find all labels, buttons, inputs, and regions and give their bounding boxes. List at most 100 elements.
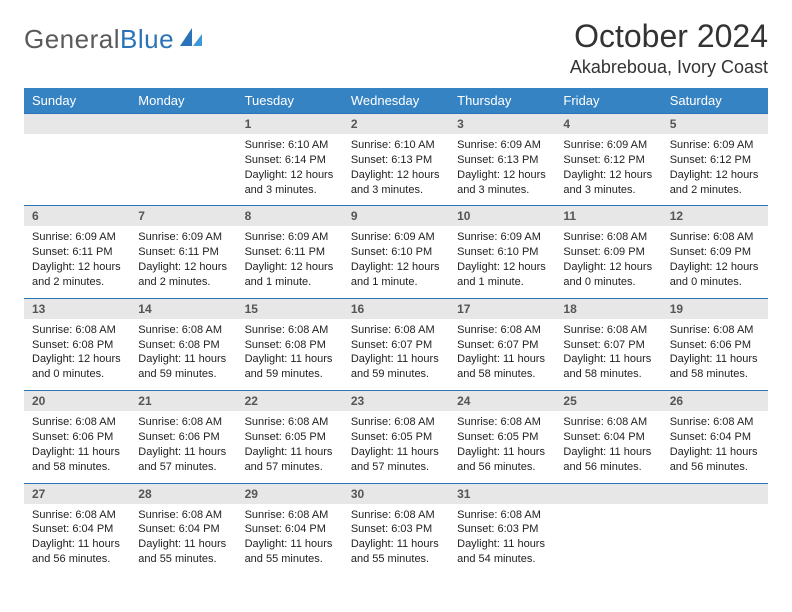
header: GeneralBlue October 2024 Akabreboua, Ivo… (24, 18, 768, 78)
day-details: Sunrise: 6:08 AMSunset: 6:04 PMDaylight:… (237, 504, 343, 575)
week-row: 13Sunrise: 6:08 AMSunset: 6:08 PMDayligh… (24, 298, 768, 390)
day-number: 3 (449, 113, 555, 134)
calendar-body: ....1Sunrise: 6:10 AMSunset: 6:14 PMDayl… (24, 113, 768, 575)
day-details: Sunrise: 6:09 AMSunset: 6:12 PMDaylight:… (662, 134, 768, 205)
sunset-text: Sunset: 6:14 PM (245, 153, 335, 168)
day-cell: 14Sunrise: 6:08 AMSunset: 6:08 PMDayligh… (130, 298, 236, 390)
brand-logo: GeneralBlue (24, 24, 204, 55)
sunrise-text: Sunrise: 6:08 AM (457, 415, 547, 430)
sunset-text: Sunset: 6:04 PM (138, 522, 228, 537)
sunrise-text: Sunrise: 6:09 AM (457, 138, 547, 153)
day-cell: 15Sunrise: 6:08 AMSunset: 6:08 PMDayligh… (237, 298, 343, 390)
daylight-text: Daylight: 12 hours and 1 minute. (457, 260, 547, 290)
daylight-text: Daylight: 11 hours and 56 minutes. (670, 445, 760, 475)
day-number: . (555, 483, 661, 504)
sunrise-text: Sunrise: 6:08 AM (245, 508, 335, 523)
day-number: . (24, 113, 130, 134)
sunset-text: Sunset: 6:12 PM (563, 153, 653, 168)
day-number: 13 (24, 298, 130, 319)
sunset-text: Sunset: 6:03 PM (457, 522, 547, 537)
sunset-text: Sunset: 6:11 PM (138, 245, 228, 260)
daylight-text: Daylight: 11 hours and 58 minutes. (563, 352, 653, 382)
sunrise-text: Sunrise: 6:08 AM (138, 323, 228, 338)
day-details: Sunrise: 6:08 AMSunset: 6:03 PMDaylight:… (343, 504, 449, 575)
daylight-text: Daylight: 11 hours and 57 minutes. (351, 445, 441, 475)
sunrise-text: Sunrise: 6:08 AM (457, 323, 547, 338)
day-number: 4 (555, 113, 661, 134)
daylight-text: Daylight: 12 hours and 3 minutes. (457, 168, 547, 198)
day-details: Sunrise: 6:08 AMSunset: 6:05 PMDaylight:… (343, 411, 449, 482)
day-cell: 11Sunrise: 6:08 AMSunset: 6:09 PMDayligh… (555, 205, 661, 297)
daylight-text: Daylight: 12 hours and 2 minutes. (138, 260, 228, 290)
day-cell: 12Sunrise: 6:08 AMSunset: 6:09 PMDayligh… (662, 205, 768, 297)
day-cell: 20Sunrise: 6:08 AMSunset: 6:06 PMDayligh… (24, 390, 130, 482)
sunset-text: Sunset: 6:08 PM (245, 338, 335, 353)
daylight-text: Daylight: 11 hours and 55 minutes. (138, 537, 228, 567)
day-number: 1 (237, 113, 343, 134)
dayhead-wed: Wednesday (343, 88, 449, 113)
day-header-row: Sunday Monday Tuesday Wednesday Thursday… (24, 88, 768, 113)
daylight-text: Daylight: 12 hours and 1 minute. (351, 260, 441, 290)
dayhead-sun: Sunday (24, 88, 130, 113)
day-details: Sunrise: 6:09 AMSunset: 6:11 PMDaylight:… (130, 226, 236, 297)
day-number: 29 (237, 483, 343, 504)
day-details: Sunrise: 6:08 AMSunset: 6:09 PMDaylight:… (555, 226, 661, 297)
week-row: 6Sunrise: 6:09 AMSunset: 6:11 PMDaylight… (24, 205, 768, 297)
daylight-text: Daylight: 12 hours and 0 minutes. (32, 352, 122, 382)
daylight-text: Daylight: 12 hours and 0 minutes. (670, 260, 760, 290)
sunrise-text: Sunrise: 6:09 AM (457, 230, 547, 245)
day-number: 30 (343, 483, 449, 504)
day-cell: 1Sunrise: 6:10 AMSunset: 6:14 PMDaylight… (237, 113, 343, 205)
day-cell: .. (662, 483, 768, 575)
sunrise-text: Sunrise: 6:08 AM (670, 415, 760, 430)
day-number: 28 (130, 483, 236, 504)
day-details: Sunrise: 6:09 AMSunset: 6:12 PMDaylight:… (555, 134, 661, 205)
day-cell: 26Sunrise: 6:08 AMSunset: 6:04 PMDayligh… (662, 390, 768, 482)
sunrise-text: Sunrise: 6:08 AM (32, 508, 122, 523)
day-number: 8 (237, 205, 343, 226)
sunset-text: Sunset: 6:04 PM (670, 430, 760, 445)
sunset-text: Sunset: 6:07 PM (563, 338, 653, 353)
day-number: 15 (237, 298, 343, 319)
week-row: 20Sunrise: 6:08 AMSunset: 6:06 PMDayligh… (24, 390, 768, 482)
day-number: 14 (130, 298, 236, 319)
day-details: Sunrise: 6:09 AMSunset: 6:11 PMDaylight:… (24, 226, 130, 297)
sunset-text: Sunset: 6:07 PM (457, 338, 547, 353)
daylight-text: Daylight: 12 hours and 3 minutes. (245, 168, 335, 198)
title-block: October 2024 Akabreboua, Ivory Coast (570, 18, 768, 78)
daylight-text: Daylight: 11 hours and 57 minutes. (138, 445, 228, 475)
day-details: Sunrise: 6:09 AMSunset: 6:13 PMDaylight:… (449, 134, 555, 205)
day-details: Sunrise: 6:08 AMSunset: 6:05 PMDaylight:… (449, 411, 555, 482)
day-cell: 10Sunrise: 6:09 AMSunset: 6:10 PMDayligh… (449, 205, 555, 297)
sunset-text: Sunset: 6:04 PM (563, 430, 653, 445)
week-row: ....1Sunrise: 6:10 AMSunset: 6:14 PMDayl… (24, 113, 768, 205)
day-number: 2 (343, 113, 449, 134)
sunrise-text: Sunrise: 6:10 AM (245, 138, 335, 153)
daylight-text: Daylight: 11 hours and 56 minutes. (457, 445, 547, 475)
daylight-text: Daylight: 11 hours and 59 minutes. (138, 352, 228, 382)
calendar-page: GeneralBlue October 2024 Akabreboua, Ivo… (0, 0, 792, 612)
day-cell: 22Sunrise: 6:08 AMSunset: 6:05 PMDayligh… (237, 390, 343, 482)
sunrise-text: Sunrise: 6:08 AM (32, 323, 122, 338)
sunset-text: Sunset: 6:09 PM (670, 245, 760, 260)
month-title: October 2024 (570, 18, 768, 55)
sunrise-text: Sunrise: 6:08 AM (138, 415, 228, 430)
sunrise-text: Sunrise: 6:08 AM (245, 415, 335, 430)
sunset-text: Sunset: 6:10 PM (457, 245, 547, 260)
day-number: 17 (449, 298, 555, 319)
week-row: 27Sunrise: 6:08 AMSunset: 6:04 PMDayligh… (24, 483, 768, 575)
day-cell: 4Sunrise: 6:09 AMSunset: 6:12 PMDaylight… (555, 113, 661, 205)
day-number: 24 (449, 390, 555, 411)
day-number: 22 (237, 390, 343, 411)
day-details: Sunrise: 6:10 AMSunset: 6:14 PMDaylight:… (237, 134, 343, 205)
day-details: Sunrise: 6:10 AMSunset: 6:13 PMDaylight:… (343, 134, 449, 205)
sunrise-text: Sunrise: 6:08 AM (563, 415, 653, 430)
daylight-text: Daylight: 12 hours and 3 minutes. (351, 168, 441, 198)
brand-text-gray: General (24, 24, 120, 55)
daylight-text: Daylight: 12 hours and 2 minutes. (32, 260, 122, 290)
day-details: Sunrise: 6:08 AMSunset: 6:08 PMDaylight:… (24, 319, 130, 390)
sunset-text: Sunset: 6:06 PM (138, 430, 228, 445)
location-label: Akabreboua, Ivory Coast (570, 57, 768, 78)
day-cell: 28Sunrise: 6:08 AMSunset: 6:04 PMDayligh… (130, 483, 236, 575)
day-details: Sunrise: 6:08 AMSunset: 6:04 PMDaylight:… (130, 504, 236, 575)
